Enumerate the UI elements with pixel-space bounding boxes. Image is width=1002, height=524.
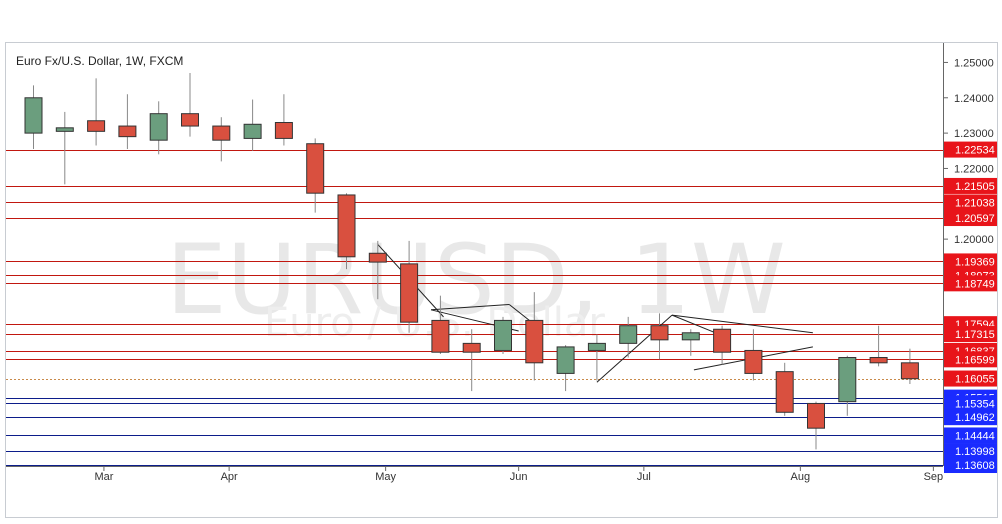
candle-body-19: [619, 325, 638, 344]
trendline-2: [430, 304, 510, 311]
level-label-16: 1.13998: [955, 446, 995, 458]
candle-body-27: [869, 357, 888, 364]
candle-body-13: [431, 319, 450, 353]
candle-body-20: [650, 325, 669, 341]
candle-body-9: [306, 143, 325, 194]
level-label-4: 1.19369: [955, 256, 995, 268]
level-label-bg-16: [944, 443, 997, 460]
level-label-bg-1: [944, 177, 997, 194]
level-label-15: 1.14444: [955, 430, 995, 442]
x-tick-label-0: Mar: [94, 471, 113, 483]
candle-body-16: [525, 319, 544, 364]
y-tick-label-4: 1.20000: [954, 234, 994, 246]
candle-body-10: [337, 194, 356, 258]
candle-body-26: [838, 357, 857, 403]
candle-body-17: [556, 346, 575, 374]
x-tick-label-3: Jun: [510, 471, 528, 483]
candle-body-25: [807, 402, 825, 429]
level-label-2: 1.21038: [955, 197, 995, 209]
level-label-17: 1.13608: [955, 460, 995, 472]
candle-body-11: [368, 252, 387, 263]
x-tick-label-4: Jul: [637, 471, 651, 483]
candle-body-14: [462, 342, 481, 353]
level-label-11: 1.16055: [955, 374, 995, 386]
level-label-bg-6: [944, 275, 997, 292]
watermark-symbol: EURUSD, 1W: [166, 224, 786, 336]
level-label-bg-4: [944, 253, 997, 270]
x-axis[interactable]: Mar Apr May Jun Jul Aug Sep: [94, 466, 943, 483]
candle-body-0: [24, 97, 43, 134]
candle-body-2: [87, 120, 106, 132]
level-label-bg-2: [944, 194, 997, 211]
trendline-6: [671, 314, 813, 334]
level-label-1: 1.21505: [955, 181, 995, 193]
level-label-bg-15: [944, 427, 997, 444]
y-tick-label-1: 1.24000: [954, 93, 994, 105]
candle-body-24: [775, 371, 794, 413]
level-label-14: 1.14962: [955, 412, 995, 424]
candle-body-12: [400, 263, 419, 323]
candle-body-7: [243, 123, 262, 139]
level-label-bg-17: [944, 457, 997, 474]
candle-body-3: [118, 125, 137, 138]
level-label-3: 1.20597: [955, 213, 995, 225]
level-label-bg-8: [944, 326, 997, 343]
level-label-13: 1.15354: [955, 398, 995, 410]
level-label-bg-11: [944, 370, 997, 387]
x-tick-label-5: Aug: [791, 471, 811, 483]
x-tick-label-1: Apr: [221, 471, 238, 483]
candle-body-5: [181, 113, 199, 127]
horizontal-levels: [6, 150, 943, 466]
level-label-bg-14: [944, 409, 997, 426]
level-label-bg-3: [944, 210, 997, 227]
y-tick-label-3: 1.22000: [954, 163, 994, 175]
chart-title: Euro Fx/U.S. Dollar, 1W, FXCM: [16, 54, 183, 68]
level-label-0: 1.22534: [955, 145, 995, 157]
level-label-bg-13: [944, 395, 997, 412]
level-label-10: 1.16599: [955, 354, 995, 366]
level-label-6: 1.18749: [955, 278, 995, 290]
candlestick-chart[interactable]: EURUSD, 1W Euro / U.S. Dollar 1.250001.2…: [6, 43, 997, 517]
level-label-bg-0: [944, 141, 997, 158]
candle-body-28: [900, 362, 919, 380]
level-label-bg-10: [944, 351, 997, 368]
candles: [24, 73, 919, 450]
x-tick-label-6: Sep: [924, 471, 944, 483]
level-price-labels: 1.225341.215051.210381.205971.193691.189…: [944, 141, 997, 474]
candle-body-22: [713, 328, 732, 353]
candle-body-4: [149, 113, 168, 141]
candle-body-15: [494, 319, 512, 351]
candle-body-6: [212, 125, 231, 141]
y-tick-label-0: 1.25000: [954, 57, 994, 69]
y-tick-label-2: 1.23000: [954, 128, 994, 140]
candle-body-1: [55, 127, 74, 132]
x-tick-label-2: May: [375, 471, 396, 483]
candle-body-23: [744, 349, 763, 374]
candle-body-21: [681, 332, 700, 341]
level-label-8: 1.17315: [955, 329, 995, 341]
chart-frame: EURUSD, 1W Euro / U.S. Dollar 1.250001.2…: [5, 42, 998, 518]
candle-body-8: [274, 122, 293, 139]
candle-body-18: [587, 342, 606, 351]
